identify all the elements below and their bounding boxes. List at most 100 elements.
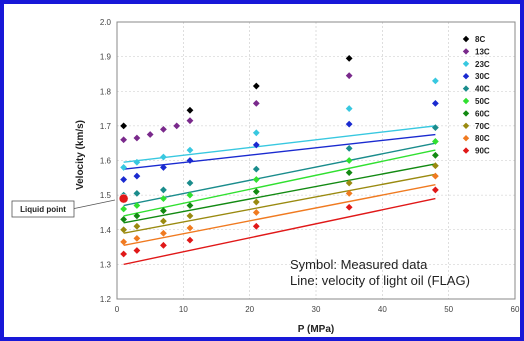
legend-label-70C: 70C bbox=[475, 122, 490, 131]
note-line: Line: velocity of light oil (FLAG) bbox=[290, 273, 470, 288]
data-point-40C bbox=[160, 186, 167, 194]
data-point-70C bbox=[345, 179, 353, 187]
y-tick-label: 1.4 bbox=[100, 226, 112, 235]
data-point-70C bbox=[186, 212, 194, 220]
data-point-8C bbox=[120, 122, 128, 130]
data-point-70C bbox=[432, 162, 439, 170]
data-point-13C bbox=[186, 117, 194, 125]
plot-area bbox=[116, 21, 516, 300]
model-lines bbox=[123, 125, 436, 266]
data-point-60C bbox=[133, 212, 141, 220]
data-point-50C bbox=[345, 157, 353, 164]
data-point-30C bbox=[133, 172, 141, 180]
y-tick-label: 1.3 bbox=[100, 260, 112, 269]
data-point-50C bbox=[160, 195, 167, 202]
data-point-8C bbox=[345, 54, 353, 62]
data-point-80C bbox=[345, 189, 353, 197]
callout-leader bbox=[71, 199, 116, 210]
y-tick-labels: 1.2 1.3 1.4 1.5 1.6 1.7 1.8 1.9 2.0 bbox=[100, 18, 112, 304]
legend-marker-40C bbox=[462, 85, 470, 92]
data-point-30C bbox=[120, 176, 128, 183]
data-point-13C bbox=[120, 136, 128, 144]
data-point-40C bbox=[432, 124, 439, 132]
legend-marker-70C bbox=[462, 122, 470, 129]
x-tick-label: 50 bbox=[444, 305, 453, 314]
data-point-60C bbox=[160, 207, 167, 215]
data-point-50C bbox=[120, 205, 128, 213]
data-point-30C bbox=[345, 120, 353, 128]
legend-label-30C: 30C bbox=[475, 72, 490, 81]
legend-marker-30C bbox=[462, 73, 470, 80]
model-line-90C bbox=[123, 197, 436, 266]
legend-marker-80C bbox=[462, 135, 470, 142]
data-point-13C bbox=[146, 131, 154, 138]
x-tick-label: 20 bbox=[245, 305, 254, 314]
model-line-50C bbox=[123, 149, 436, 217]
data-point-70C bbox=[133, 222, 141, 230]
data-point-50C bbox=[133, 202, 141, 209]
data-point-23C bbox=[186, 146, 194, 154]
measured-points bbox=[120, 54, 439, 258]
data-point-13C bbox=[252, 99, 260, 107]
legend-label-50C: 50C bbox=[475, 97, 490, 106]
y-tick-label: 1.9 bbox=[100, 53, 112, 62]
y-tick-label: 1.6 bbox=[100, 157, 112, 166]
liquid-point-callout: Liquid point bbox=[11, 193, 129, 218]
note-symbol: Symbol: Measured data bbox=[290, 257, 428, 272]
data-point-8C bbox=[252, 82, 260, 90]
model-line-60C bbox=[123, 163, 436, 224]
data-point-13C bbox=[133, 134, 141, 142]
data-point-30C bbox=[160, 164, 167, 171]
data-point-40C bbox=[133, 189, 141, 197]
data-point-90C bbox=[160, 241, 167, 249]
callout-label: Liquid point bbox=[20, 205, 66, 214]
legend-label-60C: 60C bbox=[475, 109, 490, 118]
data-point-60C bbox=[186, 202, 194, 209]
data-point-60C bbox=[120, 215, 128, 223]
x-tick-label: 0 bbox=[115, 305, 120, 314]
liquid-point-marker bbox=[118, 193, 129, 204]
legend-marker-23C bbox=[462, 60, 470, 67]
legend-label-13C: 13C bbox=[475, 47, 490, 56]
data-point-50C bbox=[432, 138, 439, 145]
data-point-80C bbox=[252, 209, 260, 216]
data-point-90C bbox=[432, 186, 439, 194]
model-line-30C bbox=[123, 133, 436, 170]
data-point-23C bbox=[345, 105, 353, 112]
data-point-23C bbox=[160, 153, 167, 161]
data-point-90C bbox=[120, 250, 128, 258]
data-point-30C bbox=[186, 157, 194, 164]
y-tick-label: 1.5 bbox=[100, 191, 112, 200]
x-tick-label: 30 bbox=[312, 305, 321, 314]
legend-label-23C: 23C bbox=[475, 60, 490, 69]
legend-marker-50C bbox=[462, 97, 470, 105]
data-point-70C bbox=[252, 198, 260, 206]
x-tick-label: 60 bbox=[511, 305, 520, 314]
data-point-13C bbox=[160, 125, 167, 133]
data-point-40C bbox=[186, 179, 194, 187]
data-point-70C bbox=[160, 217, 167, 225]
model-line-70C bbox=[123, 173, 436, 234]
data-point-90C bbox=[133, 247, 141, 254]
data-point-13C bbox=[345, 72, 353, 80]
data-point-30C bbox=[252, 141, 260, 149]
data-point-50C bbox=[186, 191, 194, 199]
model-line-40C bbox=[123, 142, 436, 207]
x-tick-labels: 0 10 20 30 40 50 60 bbox=[115, 305, 520, 314]
data-point-60C bbox=[432, 151, 439, 159]
legend-label-8C: 8C bbox=[475, 35, 485, 44]
data-point-80C bbox=[133, 235, 141, 242]
data-point-40C bbox=[345, 144, 353, 152]
data-point-50C bbox=[252, 176, 260, 183]
data-point-70C bbox=[120, 226, 128, 234]
y-tick-label: 1.8 bbox=[100, 87, 112, 96]
data-point-80C bbox=[120, 238, 128, 246]
legend-label-80C: 80C bbox=[475, 134, 490, 143]
data-point-23C bbox=[252, 129, 260, 137]
legend-marker-13C bbox=[462, 48, 470, 55]
data-point-30C bbox=[432, 99, 439, 107]
callout-box bbox=[11, 200, 75, 218]
x-tick-label: 10 bbox=[179, 305, 188, 314]
legend-label-40C: 40C bbox=[475, 85, 490, 94]
